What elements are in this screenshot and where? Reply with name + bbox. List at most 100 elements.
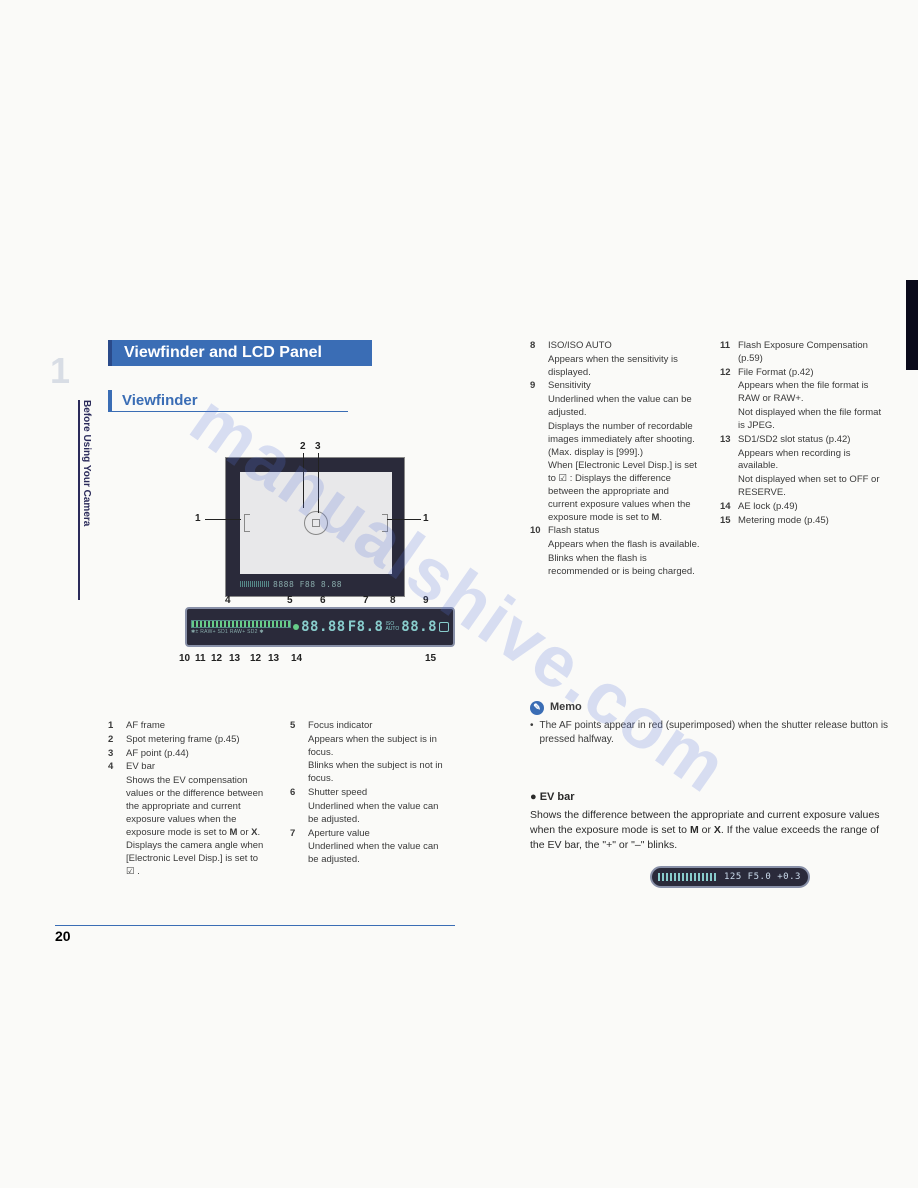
legend-column-4: 11Flash Exposure Compensation (p.59)12Fi… bbox=[720, 340, 890, 528]
legend-num: 5 bbox=[290, 720, 308, 733]
callout-9: 9 bbox=[423, 595, 429, 606]
legend-row: 1AF frame bbox=[108, 720, 268, 733]
legend-num: 6 bbox=[290, 787, 308, 800]
memo-text: The AF points appear in red (superimpose… bbox=[540, 719, 890, 747]
legend-sub: Underlined when the value can be adjuste… bbox=[548, 394, 700, 420]
legend-num: 9 bbox=[530, 380, 548, 393]
legend-sub: Displays the camera angle when [Electron… bbox=[126, 840, 268, 878]
lcd-icon-row: ✱± RAW+ SD1 RAW+ SD2 ✱ bbox=[191, 629, 291, 635]
legend-num: 7 bbox=[290, 828, 308, 841]
callout-7: 7 bbox=[363, 595, 369, 606]
legend-sub: Appears when the file format is RAW or R… bbox=[738, 380, 890, 406]
legend-row: 9Sensitivity bbox=[530, 380, 700, 393]
legend-title: AF frame bbox=[126, 720, 268, 733]
legend-title: Spot metering frame (p.45) bbox=[126, 734, 268, 747]
chapter-number: 1 bbox=[50, 350, 70, 392]
legend-row: 15Metering mode (p.45) bbox=[720, 515, 890, 528]
legend-sub: Blinks when the subject is not in focus. bbox=[308, 760, 445, 786]
callout-3: 3 bbox=[315, 441, 321, 452]
legend-row: 10Flash status bbox=[530, 525, 700, 538]
ev-scale-mini bbox=[240, 581, 270, 587]
legend-row: 12File Format (p.42) bbox=[720, 367, 890, 380]
memo-bullet-row: • The AF points appear in red (superimpo… bbox=[530, 719, 890, 747]
callout-1r: 1 bbox=[423, 513, 429, 524]
legend-num: 1 bbox=[108, 720, 126, 733]
side-tab-label: Before Using Your Camera bbox=[78, 400, 92, 600]
legend-num: 14 bbox=[720, 501, 738, 514]
page-number: 20 bbox=[55, 925, 455, 944]
legend-title: ISO/ISO AUTO bbox=[548, 340, 700, 353]
evbar-scale bbox=[658, 873, 718, 881]
callout-14: 14 bbox=[291, 653, 302, 664]
callout-line bbox=[205, 519, 241, 520]
memo-title: Memo bbox=[550, 700, 582, 715]
legend-title: Sensitivity bbox=[548, 380, 700, 393]
memo-section: ✎ Memo • The AF points appear in red (su… bbox=[530, 700, 890, 747]
shutter-segment: 88.88 bbox=[301, 619, 346, 635]
af-bracket-left bbox=[244, 514, 250, 532]
legend-sub: Appears when the sensitivity is displaye… bbox=[548, 354, 700, 380]
legend-title: Flash Exposure Compensation (p.59) bbox=[738, 340, 890, 366]
callout-line bbox=[387, 519, 421, 520]
iso-block: ISO AUTO bbox=[385, 622, 399, 632]
callout-12b: 12 bbox=[250, 653, 261, 664]
callout-2: 2 bbox=[300, 441, 306, 452]
legend-sub: Appears when recording is available. bbox=[738, 448, 890, 474]
legend-num: 3 bbox=[108, 748, 126, 761]
ev-scale-bar bbox=[191, 620, 291, 628]
callout-4: 4 bbox=[225, 595, 231, 606]
legend-column-3: 8ISO/ISO AUTOAppears when the sensitivit… bbox=[530, 340, 700, 580]
legend-num: 11 bbox=[720, 340, 738, 366]
viewfinder-screen: 8888 F88 8.88 bbox=[225, 457, 405, 597]
legend-num: 13 bbox=[720, 434, 738, 447]
legend-title: SD1/SD2 slot status (p.42) bbox=[738, 434, 890, 447]
legend-num: 8 bbox=[530, 340, 548, 353]
callout-1l: 1 bbox=[195, 513, 201, 524]
legend-num: 4 bbox=[108, 761, 126, 774]
callout-line bbox=[318, 453, 319, 513]
legend-row: 3AF point (p.44) bbox=[108, 748, 268, 761]
legend-title: AF point (p.44) bbox=[126, 748, 268, 761]
af-bracket-right bbox=[382, 514, 388, 532]
legend-row: 14AE lock (p.49) bbox=[720, 501, 890, 514]
evbar-values: 125 F5.0 +0.3 bbox=[724, 871, 801, 884]
callout-13: 13 bbox=[229, 653, 240, 664]
viewfinder-info-bar: 8888 F88 8.88 bbox=[240, 578, 392, 590]
focus-indicator-dot bbox=[293, 624, 299, 630]
callout-11: 11 bbox=[195, 653, 206, 664]
evbar-heading: EV bar bbox=[530, 790, 890, 805]
legend-title: AE lock (p.49) bbox=[738, 501, 890, 514]
legend-row: 5Focus indicator bbox=[290, 720, 445, 733]
legend-sub: Blinks when the flash is recommended or … bbox=[548, 553, 700, 579]
page-edge bbox=[906, 280, 918, 370]
legend-title: Metering mode (p.45) bbox=[738, 515, 890, 528]
auto-label: AUTO bbox=[385, 627, 399, 632]
legend-sub: Appears when the subject is in focus. bbox=[308, 734, 445, 760]
legend-row: 11Flash Exposure Compensation (p.59) bbox=[720, 340, 890, 366]
legend-sub: Displays the number of recordable images… bbox=[548, 421, 700, 459]
callout-5: 5 bbox=[287, 595, 293, 606]
aperture-segment: F8.8 bbox=[348, 619, 384, 635]
legend-title: Flash status bbox=[548, 525, 700, 538]
legend-sub: Shows the EV compensation values or the … bbox=[126, 775, 268, 839]
legend-row: 8ISO/ISO AUTO bbox=[530, 340, 700, 353]
legend-sub: When [Electronic Level Disp.] is set to … bbox=[548, 460, 700, 524]
callout-6: 6 bbox=[320, 595, 326, 606]
legend-title: File Format (p.42) bbox=[738, 367, 890, 380]
legend-title: Shutter speed bbox=[308, 787, 445, 800]
legend-sub: Underlined when the value can be adjuste… bbox=[308, 841, 445, 867]
callout-12: 12 bbox=[211, 653, 222, 664]
legend-row: 4EV bar bbox=[108, 761, 268, 774]
legend-num: 15 bbox=[720, 515, 738, 528]
legend-sub: Appears when the flash is available. bbox=[548, 539, 700, 552]
legend-title: Focus indicator bbox=[308, 720, 445, 733]
legend-row: 2Spot metering frame (p.45) bbox=[108, 734, 268, 747]
af-point-box bbox=[312, 519, 320, 527]
viewfinder-frame bbox=[240, 472, 392, 574]
legend-sub: Not displayed when set to OFF or RESERVE… bbox=[738, 474, 890, 500]
callout-line bbox=[303, 453, 304, 508]
lcd-panel: ✱± RAW+ SD1 RAW+ SD2 ✱ 88.88 F8.8 ISO AU… bbox=[185, 607, 455, 647]
evbar-body: Shows the difference between the appropr… bbox=[530, 808, 890, 852]
metering-icon bbox=[439, 622, 449, 632]
callout-8: 8 bbox=[390, 595, 396, 606]
